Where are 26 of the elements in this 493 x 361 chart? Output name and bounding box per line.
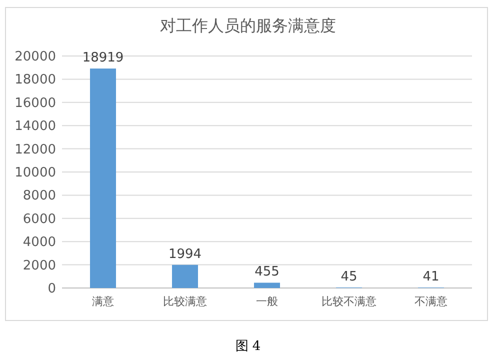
x-tick-label: 比较不满意 <box>322 295 376 308</box>
bar <box>254 282 280 288</box>
data-label: 18919 <box>82 50 124 66</box>
caption: 图 4 <box>235 339 261 354</box>
data-label: 45 <box>340 269 358 284</box>
y-tick-label: 14000 <box>14 119 56 134</box>
x-tick-label: 满意 <box>92 295 114 308</box>
data-label: 1994 <box>168 246 202 262</box>
y-tick-label: 6000 <box>22 212 56 227</box>
y-tick-label: 12000 <box>14 142 56 158</box>
y-tick-label: 8000 <box>22 188 56 204</box>
data-label: 41 <box>422 270 440 285</box>
y-tick-label: 0 <box>48 282 56 296</box>
x-tick-label: 不满意 <box>414 295 448 308</box>
y-tick-label: 18000 <box>14 72 56 88</box>
y-tick-label: 4000 <box>22 235 56 250</box>
y-tick-label: 2000 <box>22 258 56 274</box>
bar <box>90 68 116 288</box>
y-tick-label: 16000 <box>14 96 56 111</box>
bar <box>172 264 198 288</box>
data-label: 455 <box>254 264 280 280</box>
x-tick-label: 一般 <box>256 295 278 308</box>
chart-title: 对工作人员的服务满意度 <box>160 16 336 35</box>
y-tick-label: 10000 <box>14 166 56 180</box>
y-tick-label: 20000 <box>14 50 56 64</box>
x-tick-label: 比较满意 <box>163 295 207 308</box>
